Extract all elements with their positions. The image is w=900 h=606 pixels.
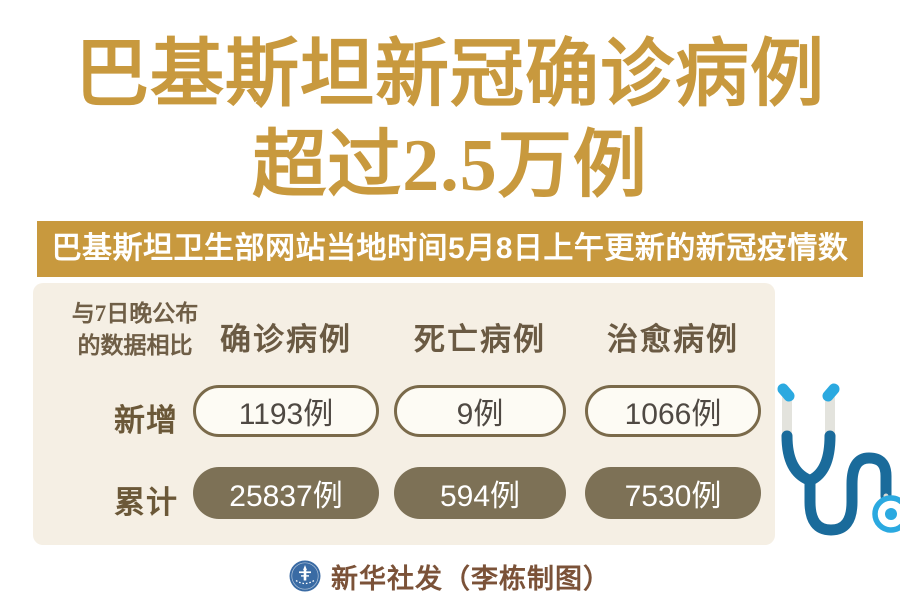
- subtitle-banner: 巴基斯坦卫生部网站当地时间5月8日上午更新的新冠疫情数据显示: [37, 221, 863, 321]
- stethoscope-icon: [777, 383, 900, 536]
- title-line-1: 巴基斯坦新冠确诊病例: [75, 34, 825, 116]
- comparison-note-line-2: 的数据相比: [77, 332, 193, 358]
- value-new-deaths: 9例: [394, 385, 566, 437]
- value-total-recovered: 7530例: [585, 467, 761, 519]
- data-panel: 与7日晚公布 的数据相比 确诊病例 死亡病例 治愈病例 新增 1193例 9例 …: [33, 283, 775, 545]
- title-line-2: 超过2.5万例: [252, 125, 648, 208]
- column-header-confirmed: 确诊病例: [220, 322, 352, 357]
- credit-text: 新华社发（李栋制图）: [331, 563, 611, 594]
- page-title: 巴基斯坦新冠确诊病例 超过2.5万例: [0, 30, 900, 212]
- value-total-confirmed: 25837例: [193, 467, 379, 519]
- row-label-total: 累计: [114, 485, 178, 520]
- comparison-note: 与7日晚公布 的数据相比: [51, 298, 219, 361]
- value-total-deaths: 594例: [394, 467, 566, 519]
- column-header-deaths: 死亡病例: [414, 322, 546, 357]
- column-header-recovered: 治愈病例: [607, 322, 739, 357]
- row-label-new: 新增: [114, 403, 178, 438]
- comparison-note-line-1: 与7日晚公布: [71, 301, 199, 326]
- xinhua-logo-icon: [289, 560, 321, 592]
- value-new-recovered: 1066例: [585, 385, 761, 437]
- value-new-confirmed: 1193例: [193, 385, 379, 437]
- footer-credit-row: 新华社发（李栋制图）: [0, 556, 900, 596]
